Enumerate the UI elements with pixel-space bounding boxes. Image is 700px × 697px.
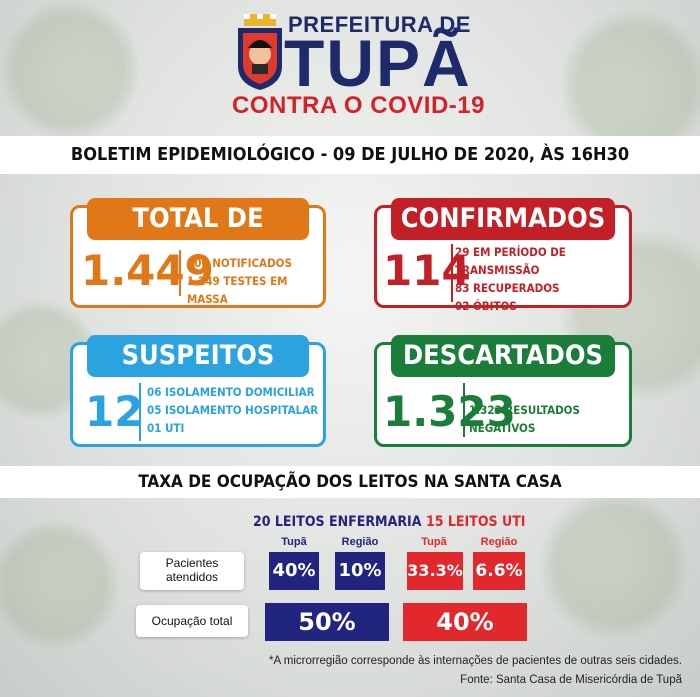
detail-line: 1.323 RESULTADOS NEGATIVOS bbox=[469, 403, 580, 435]
enfermaria-regiao-patients: 10% bbox=[335, 552, 385, 590]
header-campaign-text: CONTRA O COVID-19 bbox=[232, 92, 485, 119]
source-note: Fonte: Santa Casa de Misericórdia de Tup… bbox=[460, 674, 682, 686]
detail-line: 05 ISOLAMENTO HOSPITALAR bbox=[147, 403, 319, 417]
enfermaria-label: 20 LEITOS ENFERMARIA bbox=[253, 514, 422, 530]
bulletin-title: BOLETIM EPIDEMIOLÓGICO - 09 DE JULHO DE … bbox=[0, 136, 700, 174]
card-suspeitos-number: 12 bbox=[85, 387, 144, 436]
detail-line: 200 NOTIFICADOS bbox=[187, 256, 292, 270]
card-confirmados-title: CONFIRMADOS bbox=[391, 198, 615, 240]
card-confirmados-number: 114 bbox=[383, 246, 471, 295]
divider bbox=[463, 383, 465, 437]
uti-total-occupancy: 40% bbox=[403, 603, 527, 641]
detail-line: 29 EM PERÍODO DE TRANSMISSÃO bbox=[455, 245, 566, 277]
divider bbox=[179, 250, 181, 296]
detail-line: 02 ÓBITOS bbox=[455, 299, 517, 313]
card-suspeitos: SUSPEITOS 12 06 ISOLAMENTO DOMICILIAR 05… bbox=[70, 335, 326, 447]
card-confirmados-details: 29 EM PERÍODO DE TRANSMISSÃO 83 RECUPERA… bbox=[455, 243, 629, 315]
card-testagem-number: 1.449 bbox=[81, 246, 214, 295]
header-city-name: TUPÃ bbox=[284, 26, 472, 100]
uti-regiao-patients: 6.6% bbox=[473, 552, 525, 590]
uti-regiao-header: Região bbox=[480, 536, 518, 548]
enfermaria-total-occupancy: 50% bbox=[265, 603, 389, 641]
card-descartados: DESCARTADOS 1.323 1.323 RESULTADOS NEGAT… bbox=[374, 335, 632, 447]
enfermaria-regiao-header: Região bbox=[341, 536, 379, 548]
uti-tupa-patients: 33.3% bbox=[407, 552, 463, 590]
card-descartados-details: 1.323 RESULTADOS NEGATIVOS bbox=[469, 401, 629, 437]
enfermaria-tupa-patients: 40% bbox=[269, 552, 319, 590]
city-coat-of-arms-icon bbox=[236, 14, 284, 90]
occupancy-title: TAXA DE OCUPAÇÃO DOS LEITOS NA SANTA CAS… bbox=[0, 466, 700, 498]
card-testagem-title: TOTAL DE TESTAGEM bbox=[87, 198, 309, 276]
card-confirmados: CONFIRMADOS 114 29 EM PERÍODO DE TRANSMI… bbox=[374, 198, 632, 313]
virus-decoration bbox=[0, 0, 140, 140]
virus-decoration bbox=[540, 490, 690, 640]
enfermaria-tupa-header: Tupã bbox=[281, 536, 307, 548]
footnote: *A microrregião corresponde às internaçõ… bbox=[269, 655, 682, 667]
detail-line: 01 UTI bbox=[147, 421, 185, 435]
detail-line: 06 ISOLAMENTO DOMICILIAR bbox=[147, 385, 315, 399]
card-suspeitos-title: SUSPEITOS bbox=[87, 335, 309, 377]
virus-decoration bbox=[0, 520, 120, 650]
virus-decoration bbox=[560, 10, 700, 160]
uti-label: 15 LEITOS UTI bbox=[426, 514, 526, 530]
row-label-patients: Pacientes atendidos bbox=[140, 552, 244, 590]
card-testagem: TOTAL DE TESTAGEM 1.449 200 NOTIFICADOS … bbox=[70, 198, 326, 308]
card-descartados-number: 1.323 bbox=[383, 387, 516, 436]
detail-line: 83 RECUPERADOS bbox=[455, 281, 560, 295]
card-suspeitos-details: 06 ISOLAMENTO DOMICILIAR 05 ISOLAMENTO H… bbox=[147, 383, 318, 437]
header-prefeitura-text: PREFEITURA DE bbox=[288, 12, 471, 37]
row-label-total: Ocupação total bbox=[136, 605, 248, 637]
divider bbox=[139, 383, 141, 441]
detail-line: 1.249 TESTES EM MASSA bbox=[187, 274, 288, 306]
divider bbox=[451, 244, 453, 302]
card-testagem-details: 200 NOTIFICADOS 1.249 TESTES EM MASSA bbox=[187, 254, 323, 308]
uti-tupa-header: Tupã bbox=[421, 536, 447, 548]
card-descartados-title: DESCARTADOS bbox=[391, 335, 615, 377]
